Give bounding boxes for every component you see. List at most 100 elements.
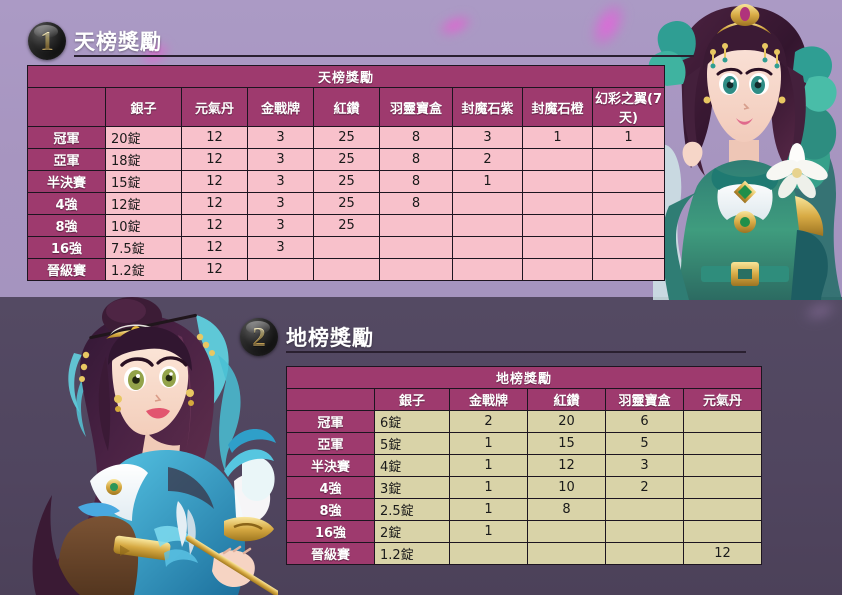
table-row: 亞軍 18錠 12 3 25 8 2 (27, 148, 665, 171)
row-label: 8強 (286, 498, 375, 521)
cell: 8 (527, 498, 606, 521)
cell: 20 (527, 410, 606, 433)
section-number-1: 1 (40, 25, 54, 56)
cell (592, 236, 665, 259)
cell (247, 258, 314, 281)
cell (683, 410, 762, 433)
cell: 3 (247, 236, 314, 259)
cell: 12 (181, 192, 248, 215)
cell (592, 170, 665, 193)
cell: 12 (181, 148, 248, 171)
cell (683, 432, 762, 455)
cell: 4錠 (374, 454, 450, 477)
cell: 1.2錠 (374, 542, 450, 565)
table-title-row: 天榜獎勵 (27, 65, 665, 88)
cell: 1 (522, 126, 593, 149)
row-label: 晉級賽 (27, 258, 106, 281)
cell (379, 258, 453, 281)
cell (522, 148, 593, 171)
cell: 12錠 (105, 192, 182, 215)
cell (592, 148, 665, 171)
cell: 12 (683, 542, 762, 565)
cell: 12 (181, 214, 248, 237)
table-caption: 天榜獎勵 (27, 65, 665, 88)
cell: 12 (527, 454, 606, 477)
table-row: 4強 3錠 1 10 2 (286, 476, 762, 499)
table-row: 冠軍 6錠 2 20 6 (286, 410, 762, 433)
cell (605, 498, 684, 521)
row-label: 16強 (27, 236, 106, 259)
header-col-7: 幻彩之翼(7天) (592, 87, 665, 127)
cell: 3 (605, 454, 684, 477)
cell (449, 542, 528, 565)
section-underline-1 (74, 55, 694, 57)
header-col-0: 銀子 (374, 388, 450, 411)
header-col-0: 銀子 (105, 87, 182, 127)
cell: 2 (452, 148, 523, 171)
cell (522, 214, 593, 237)
table-row: 冠軍 20錠 12 3 25 8 3 1 1 (27, 126, 665, 149)
header-col-5: 封魔石紫 (452, 87, 523, 127)
cell: 8 (379, 126, 453, 149)
cell: 3錠 (374, 476, 450, 499)
cell (452, 192, 523, 215)
row-label: 冠軍 (286, 410, 375, 433)
cell (313, 236, 380, 259)
cell (605, 542, 684, 565)
section-tianbang: 1 天榜獎勵 (28, 22, 748, 62)
cell: 1 (449, 454, 528, 477)
cell (527, 542, 606, 565)
cell: 1 (449, 520, 528, 543)
cell: 2 (449, 410, 528, 433)
table-caption: 地榜獎勵 (286, 366, 762, 389)
section-title-2: 地榜獎勵 (286, 326, 374, 350)
cell (522, 258, 593, 281)
cell (522, 170, 593, 193)
section-header-2: 2 地榜獎勵 (240, 318, 760, 358)
cell: 3 (247, 148, 314, 171)
cell (379, 236, 453, 259)
table-title-row: 地榜獎勵 (286, 366, 762, 389)
row-label: 4強 (286, 476, 375, 499)
cell: 1 (449, 476, 528, 499)
header-col-1: 金戰牌 (449, 388, 528, 411)
table-row: 半決賽 15錠 12 3 25 8 1 (27, 170, 665, 193)
table-header-row: 銀子 元氣丹 金戰牌 紅鑽 羽靈寶盒 封魔石紫 封魔石橙 幻彩之翼(7天) (27, 87, 665, 127)
table-row: 半決賽 4錠 1 12 3 (286, 454, 762, 477)
header-corner (286, 388, 375, 411)
cell (592, 214, 665, 237)
cell (522, 192, 593, 215)
header-col-4: 羽靈寶盒 (379, 87, 453, 127)
cell (683, 454, 762, 477)
table-row: 8強 10錠 12 3 25 (27, 214, 665, 237)
cell: 1 (449, 432, 528, 455)
header-col-1: 元氣丹 (181, 87, 248, 127)
cell: 1 (449, 498, 528, 521)
table-tianbang: 天榜獎勵 銀子 元氣丹 金戰牌 紅鑽 羽靈寶盒 封魔石紫 封魔石橙 幻彩之翼(7… (27, 65, 665, 281)
cell: 7.5錠 (105, 236, 182, 259)
section-number-badge-1: 1 (28, 22, 66, 60)
cell (683, 476, 762, 499)
cell: 25 (313, 148, 380, 171)
cell: 2.5錠 (374, 498, 450, 521)
cell: 12 (181, 126, 248, 149)
section-underline-2 (286, 351, 746, 353)
cell (522, 236, 593, 259)
table-row: 晉級賽 1.2錠 12 (27, 258, 665, 281)
cell: 2 (605, 476, 684, 499)
header-col-2: 紅鑽 (527, 388, 606, 411)
cell: 3 (247, 192, 314, 215)
cell (605, 520, 684, 543)
cell: 25 (313, 170, 380, 193)
cell (527, 520, 606, 543)
cell: 1 (592, 126, 665, 149)
cell: 8 (379, 170, 453, 193)
row-label: 半決賽 (27, 170, 106, 193)
section-title-1: 天榜獎勵 (74, 30, 162, 54)
table-dibang-wrap: 地榜獎勵 銀子 金戰牌 紅鑽 羽靈寶盒 元氣丹 冠軍 6錠 2 20 6 亞軍 … (286, 366, 762, 565)
row-label: 半決賽 (286, 454, 375, 477)
row-label: 亞軍 (286, 432, 375, 455)
row-label: 亞軍 (27, 148, 106, 171)
cell: 2錠 (374, 520, 450, 543)
